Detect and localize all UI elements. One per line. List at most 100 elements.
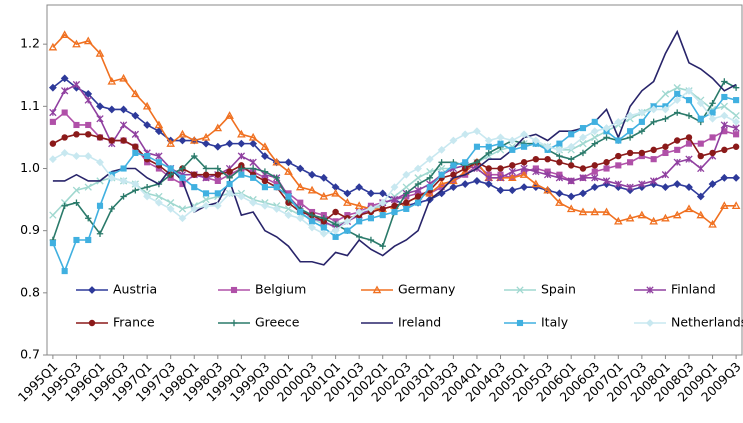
series: [48, 86, 741, 238]
legend-marker: [88, 286, 96, 294]
marker: [284, 205, 293, 213]
marker: [484, 136, 493, 145]
marker: [378, 189, 387, 198]
marker: [237, 139, 246, 148]
marker: [48, 83, 57, 92]
marker: [650, 156, 657, 163]
marker: [674, 146, 681, 153]
legend-entry: Austria: [76, 282, 157, 297]
marker: [297, 199, 304, 206]
marker: [708, 219, 717, 228]
marker: [473, 127, 481, 136]
marker: [507, 173, 517, 182]
marker: [367, 205, 375, 213]
marker: [721, 146, 728, 154]
marker: [107, 105, 116, 114]
legend-entry: Finland: [634, 282, 716, 297]
marker: [414, 174, 422, 182]
marker: [437, 145, 446, 154]
marker: [614, 216, 623, 225]
marker: [614, 117, 623, 126]
marker: [225, 189, 234, 198]
marker: [697, 152, 704, 160]
marker: [332, 221, 339, 228]
marker: [343, 217, 352, 226]
marker: [49, 211, 57, 219]
marker: [167, 171, 174, 178]
marker: [132, 143, 139, 150]
legend-entry: Netherlands: [634, 315, 743, 330]
marker: [285, 193, 292, 200]
marker: [579, 165, 587, 172]
marker: [696, 210, 706, 219]
marker: [485, 174, 493, 182]
marker: [496, 186, 505, 195]
marker: [202, 201, 210, 210]
legend-label: Belgium: [255, 282, 306, 297]
marker: [720, 201, 729, 210]
marker: [721, 93, 728, 101]
marker: [319, 191, 329, 200]
marker: [662, 149, 669, 157]
marker: [202, 190, 210, 197]
marker: [237, 152, 246, 160]
marker: [708, 180, 717, 188]
marker: [661, 183, 670, 192]
marker: [485, 165, 492, 172]
legend-entry: France: [76, 315, 155, 330]
marker: [484, 180, 493, 188]
marker: [320, 215, 328, 222]
marker: [555, 189, 564, 198]
marker: [190, 205, 199, 213]
marker: [661, 105, 670, 114]
series: [52, 29, 737, 266]
marker: [61, 87, 69, 95]
marker: [697, 140, 704, 147]
marker: [367, 215, 375, 222]
marker: [473, 159, 481, 166]
marker: [84, 183, 92, 191]
legend-entry: Greece: [218, 315, 300, 330]
marker: [627, 159, 634, 166]
marker: [438, 159, 445, 166]
marker: [390, 195, 399, 204]
marker: [191, 152, 198, 160]
marker: [189, 135, 199, 144]
legend-entry: Ireland: [361, 315, 441, 330]
marker: [107, 173, 116, 182]
marker: [414, 186, 422, 194]
marker: [332, 208, 339, 216]
marker: [119, 105, 128, 114]
marker: [650, 146, 657, 154]
marker: [154, 127, 163, 136]
marker: [143, 192, 152, 201]
marker: [615, 137, 622, 144]
marker: [627, 128, 634, 135]
marker: [650, 118, 657, 126]
marker: [603, 159, 610, 166]
marker: [568, 131, 575, 138]
series: [49, 78, 740, 250]
marker: [555, 198, 564, 206]
marker: [319, 173, 328, 182]
marker: [403, 190, 410, 197]
marker: [202, 195, 210, 204]
marker: [85, 236, 92, 244]
marker: [249, 165, 257, 172]
marker: [591, 162, 598, 169]
marker: [61, 109, 68, 116]
legend-entry: Germany: [361, 282, 456, 297]
marker: [556, 140, 563, 147]
marker: [319, 229, 328, 238]
marker: [543, 142, 552, 151]
marker: [178, 205, 187, 213]
marker: [226, 168, 233, 175]
marker: [496, 133, 505, 142]
marker: [179, 174, 186, 181]
marker: [720, 102, 728, 110]
marker: [461, 130, 470, 139]
marker: [615, 162, 622, 169]
legend-marker: [516, 286, 524, 294]
marker: [697, 164, 705, 173]
legend-label: Greece: [255, 315, 300, 330]
